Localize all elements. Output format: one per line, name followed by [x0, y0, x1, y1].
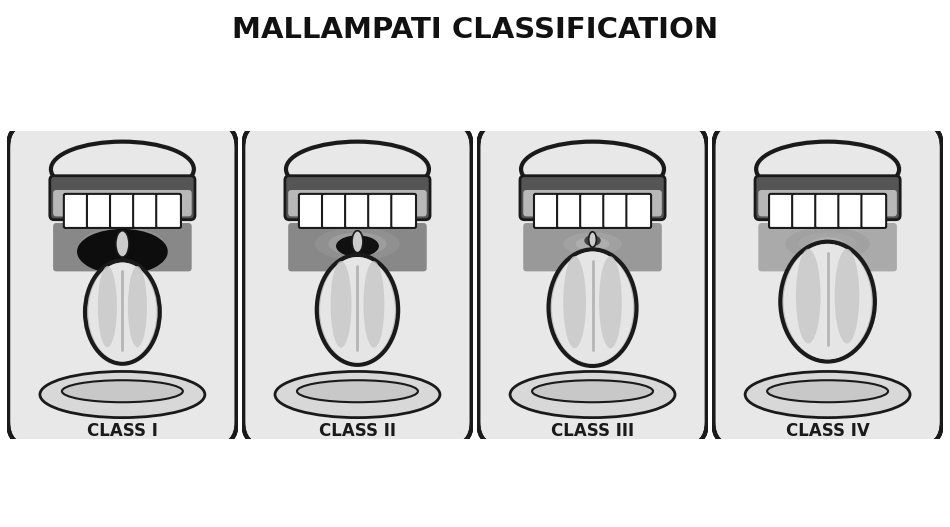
FancyBboxPatch shape	[862, 194, 886, 228]
Ellipse shape	[340, 237, 374, 250]
Ellipse shape	[88, 262, 157, 362]
Ellipse shape	[116, 231, 129, 257]
FancyBboxPatch shape	[792, 194, 817, 228]
Ellipse shape	[510, 372, 675, 417]
FancyBboxPatch shape	[523, 190, 662, 217]
Ellipse shape	[331, 261, 352, 348]
Ellipse shape	[589, 232, 597, 247]
Ellipse shape	[768, 380, 888, 402]
FancyBboxPatch shape	[133, 194, 158, 228]
Ellipse shape	[784, 244, 871, 359]
Ellipse shape	[780, 242, 875, 362]
FancyBboxPatch shape	[534, 194, 559, 228]
FancyBboxPatch shape	[369, 194, 393, 228]
FancyBboxPatch shape	[322, 194, 347, 228]
Ellipse shape	[128, 266, 147, 347]
FancyBboxPatch shape	[288, 190, 427, 217]
Ellipse shape	[286, 142, 429, 197]
Ellipse shape	[328, 232, 387, 256]
Ellipse shape	[77, 229, 168, 274]
FancyBboxPatch shape	[815, 194, 840, 228]
FancyBboxPatch shape	[580, 194, 605, 228]
Ellipse shape	[364, 261, 385, 348]
Ellipse shape	[51, 142, 194, 197]
FancyBboxPatch shape	[603, 194, 628, 228]
Text: CLASS III: CLASS III	[551, 422, 634, 440]
Ellipse shape	[40, 372, 205, 417]
Ellipse shape	[315, 227, 400, 260]
FancyBboxPatch shape	[87, 194, 112, 228]
FancyBboxPatch shape	[755, 175, 901, 220]
Ellipse shape	[796, 249, 821, 344]
Ellipse shape	[85, 260, 160, 364]
Ellipse shape	[532, 380, 653, 402]
Ellipse shape	[552, 251, 634, 364]
Ellipse shape	[548, 249, 636, 366]
FancyBboxPatch shape	[520, 175, 665, 220]
Ellipse shape	[550, 227, 635, 260]
FancyBboxPatch shape	[64, 194, 88, 228]
FancyBboxPatch shape	[8, 123, 237, 446]
FancyBboxPatch shape	[523, 223, 662, 271]
Text: CLASS I: CLASS I	[87, 422, 158, 440]
Ellipse shape	[93, 232, 152, 256]
FancyBboxPatch shape	[770, 194, 794, 228]
FancyBboxPatch shape	[49, 175, 195, 220]
Ellipse shape	[352, 231, 363, 252]
Ellipse shape	[563, 232, 622, 256]
FancyBboxPatch shape	[758, 190, 897, 217]
FancyBboxPatch shape	[53, 190, 192, 217]
FancyBboxPatch shape	[838, 194, 863, 228]
Text: MALLAMPATI CLASSIFICATION: MALLAMPATI CLASSIFICATION	[232, 16, 718, 44]
Ellipse shape	[563, 256, 586, 348]
Ellipse shape	[62, 380, 182, 402]
Text: CLASS II: CLASS II	[319, 422, 396, 440]
FancyBboxPatch shape	[288, 223, 427, 271]
Ellipse shape	[584, 235, 600, 246]
Ellipse shape	[835, 249, 859, 344]
FancyBboxPatch shape	[391, 194, 416, 228]
FancyBboxPatch shape	[478, 123, 707, 446]
Ellipse shape	[756, 142, 899, 197]
FancyBboxPatch shape	[557, 194, 581, 228]
Ellipse shape	[105, 237, 140, 250]
Ellipse shape	[576, 237, 610, 250]
FancyBboxPatch shape	[758, 223, 897, 271]
FancyBboxPatch shape	[299, 194, 324, 228]
Ellipse shape	[745, 372, 910, 417]
Ellipse shape	[810, 237, 845, 250]
Ellipse shape	[521, 142, 664, 197]
Ellipse shape	[336, 236, 379, 257]
Ellipse shape	[98, 266, 117, 347]
Ellipse shape	[798, 232, 857, 256]
Ellipse shape	[320, 257, 395, 363]
FancyBboxPatch shape	[626, 194, 651, 228]
Ellipse shape	[599, 256, 622, 348]
FancyBboxPatch shape	[53, 223, 192, 271]
Ellipse shape	[79, 232, 165, 264]
FancyBboxPatch shape	[110, 194, 135, 228]
Ellipse shape	[316, 255, 398, 365]
Ellipse shape	[275, 372, 440, 417]
FancyBboxPatch shape	[243, 123, 472, 446]
Text: CLASS IV: CLASS IV	[786, 422, 869, 440]
FancyBboxPatch shape	[713, 123, 942, 446]
Ellipse shape	[786, 227, 870, 260]
FancyBboxPatch shape	[285, 175, 430, 220]
FancyBboxPatch shape	[156, 194, 180, 228]
FancyBboxPatch shape	[345, 194, 370, 228]
Ellipse shape	[297, 380, 418, 402]
Ellipse shape	[80, 227, 164, 260]
